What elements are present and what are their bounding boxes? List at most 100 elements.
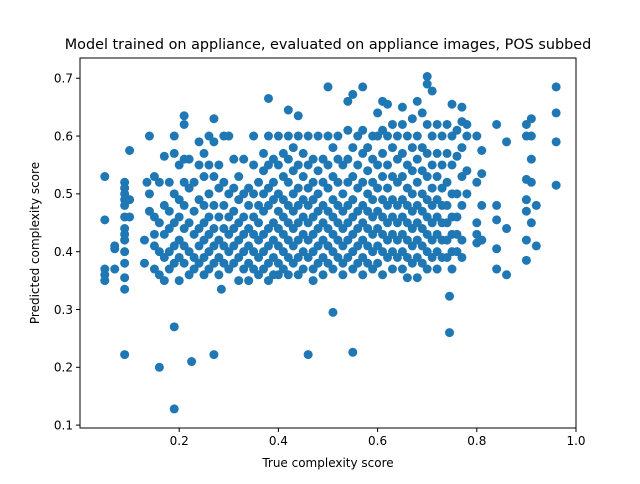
- data-point: [387, 143, 397, 153]
- data-point: [308, 177, 318, 187]
- data-point: [323, 131, 333, 141]
- data-point: [313, 189, 323, 199]
- data-point: [531, 200, 541, 210]
- data-point: [427, 86, 437, 96]
- data-point: [313, 166, 323, 176]
- data-point: [407, 143, 417, 153]
- data-point: [283, 177, 293, 187]
- data-point: [348, 195, 358, 205]
- x-tick-label: 0.4: [269, 434, 288, 448]
- data-point: [452, 212, 462, 222]
- data-point: [452, 189, 462, 199]
- data-point: [531, 241, 541, 251]
- data-point: [526, 114, 536, 124]
- data-point: [263, 131, 273, 141]
- data-point: [477, 169, 487, 179]
- data-point: [308, 276, 318, 286]
- y-tick-label: 0.7: [54, 72, 73, 86]
- data-point: [283, 105, 293, 115]
- data-point: [204, 189, 214, 199]
- data-point: [125, 146, 135, 155]
- data-point: [209, 350, 219, 360]
- data-point: [343, 125, 353, 135]
- data-point: [139, 235, 149, 245]
- data-point: [199, 172, 209, 182]
- data-point: [422, 119, 432, 129]
- data-point: [194, 137, 204, 147]
- data-point: [308, 154, 318, 164]
- data-point: [144, 131, 154, 141]
- data-point: [189, 177, 199, 187]
- data-point: [293, 183, 303, 193]
- data-point: [442, 119, 452, 129]
- y-tick-label: 0.3: [54, 303, 73, 317]
- data-point: [422, 79, 432, 89]
- data-point: [472, 177, 482, 187]
- data-point: [283, 131, 293, 141]
- data-point: [142, 177, 152, 187]
- data-point: [288, 143, 298, 153]
- data-point: [422, 172, 432, 182]
- data-point: [323, 160, 333, 170]
- data-point: [422, 264, 432, 274]
- data-point: [154, 218, 164, 228]
- data-point: [427, 183, 437, 193]
- data-point: [521, 255, 531, 265]
- data-point: [383, 160, 393, 170]
- data-point: [477, 200, 487, 210]
- data-point: [392, 131, 402, 141]
- data-point: [452, 151, 462, 161]
- data-point: [397, 119, 407, 129]
- data-point: [368, 195, 378, 205]
- data-point: [239, 212, 249, 222]
- data-point: [100, 276, 110, 286]
- data-point: [502, 270, 512, 280]
- data-point: [125, 195, 135, 205]
- x-axis-label: True complexity score: [261, 456, 393, 470]
- data-point: [358, 270, 368, 280]
- data-point: [445, 328, 455, 338]
- data-point: [120, 284, 130, 294]
- data-point: [179, 258, 189, 268]
- data-point: [139, 258, 149, 268]
- data-point: [457, 200, 467, 210]
- data-point: [169, 322, 179, 332]
- data-point: [169, 131, 179, 141]
- data-point: [273, 160, 283, 170]
- data-point: [214, 270, 224, 280]
- data-point: [120, 350, 130, 360]
- data-point: [502, 224, 512, 234]
- data-point: [407, 189, 417, 199]
- data-point: [422, 148, 432, 158]
- data-point: [383, 99, 393, 109]
- data-point: [378, 270, 388, 280]
- data-point: [412, 154, 422, 164]
- data-point: [209, 224, 219, 234]
- data-point: [373, 183, 383, 193]
- data-point: [492, 215, 502, 225]
- y-axis: 0.1 0.2 0.3 0.4 0.5 0.6 0.7: [54, 72, 80, 432]
- data-point: [189, 206, 199, 216]
- data-point: [397, 148, 407, 158]
- data-point: [477, 146, 487, 155]
- data-point: [462, 189, 472, 199]
- data-point: [328, 264, 338, 274]
- y-tick-label: 0.2: [54, 361, 73, 375]
- points-layer: [100, 72, 561, 414]
- data-point: [194, 160, 204, 170]
- data-point: [457, 143, 467, 153]
- y-tick-label: 0.5: [54, 187, 73, 201]
- data-point: [214, 160, 224, 170]
- data-point: [521, 195, 531, 205]
- data-point: [169, 148, 179, 158]
- data-point: [229, 154, 239, 164]
- data-point: [323, 183, 333, 193]
- data-point: [412, 96, 422, 106]
- data-point: [293, 160, 303, 170]
- data-point: [452, 125, 462, 135]
- data-point: [445, 291, 455, 301]
- data-point: [254, 218, 264, 228]
- data-point: [184, 218, 194, 228]
- data-point: [521, 235, 531, 245]
